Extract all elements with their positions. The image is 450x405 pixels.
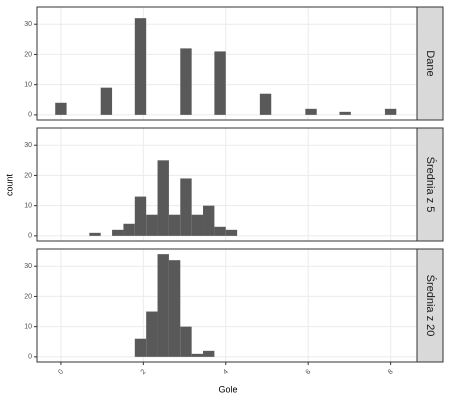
- x-tick-label: 8: [387, 368, 395, 376]
- panel-background: [37, 249, 417, 362]
- y-tick-label: 30: [24, 263, 32, 270]
- bar: [384, 108, 397, 115]
- bar: [134, 196, 147, 236]
- bar: [123, 223, 135, 236]
- bar: [203, 205, 215, 236]
- strip-label: Średnia z 20: [424, 275, 437, 337]
- y-tick-label: 10: [24, 81, 32, 88]
- y-tick-label: 0: [28, 233, 32, 240]
- strip: [416, 127, 444, 242]
- y-tick-label: 20: [24, 293, 32, 300]
- bar: [157, 160, 169, 236]
- x-axis-label: Gole: [218, 384, 237, 394]
- bar: [112, 229, 124, 236]
- x-tick-label: 0: [57, 368, 65, 376]
- bar: [339, 111, 351, 115]
- bar: [168, 260, 181, 357]
- y-tick-label: 0: [28, 112, 32, 119]
- y-tick-label: 20: [24, 172, 32, 179]
- panel-background: [37, 128, 417, 241]
- y-tick-label: 20: [24, 51, 32, 58]
- y-tick-label: 10: [24, 202, 32, 209]
- y-axis-label: count: [4, 173, 14, 196]
- strip-label: Średnia z 5: [424, 157, 437, 213]
- strip: [416, 6, 444, 121]
- bar: [180, 178, 192, 236]
- bar: [214, 51, 226, 115]
- bar: [203, 350, 215, 357]
- bar: [89, 232, 101, 236]
- panel-background: [37, 7, 417, 120]
- bar: [214, 226, 226, 236]
- bar: [180, 48, 192, 115]
- x-tick-label: 4: [222, 368, 230, 376]
- bar: [100, 87, 113, 115]
- y-tick-label: 0: [28, 354, 32, 361]
- bar: [146, 214, 158, 236]
- strip: [416, 248, 444, 363]
- x-tick-label: 6: [305, 368, 313, 376]
- bar: [146, 311, 158, 357]
- y-tick-label: 10: [24, 323, 32, 330]
- y-tick-label: 30: [24, 142, 32, 149]
- bar: [157, 254, 169, 357]
- bar: [191, 353, 204, 357]
- bar: [259, 93, 272, 115]
- bar: [305, 108, 317, 115]
- bar: [180, 326, 192, 357]
- bar: [134, 338, 147, 357]
- bar: [55, 102, 67, 115]
- bar: [225, 229, 238, 236]
- x-tick-label: 2: [140, 368, 148, 376]
- bar: [134, 18, 147, 115]
- bar: [168, 214, 181, 236]
- bar: [191, 214, 204, 236]
- strip-label: Dane: [424, 50, 436, 76]
- y-tick-label: 30: [24, 21, 32, 28]
